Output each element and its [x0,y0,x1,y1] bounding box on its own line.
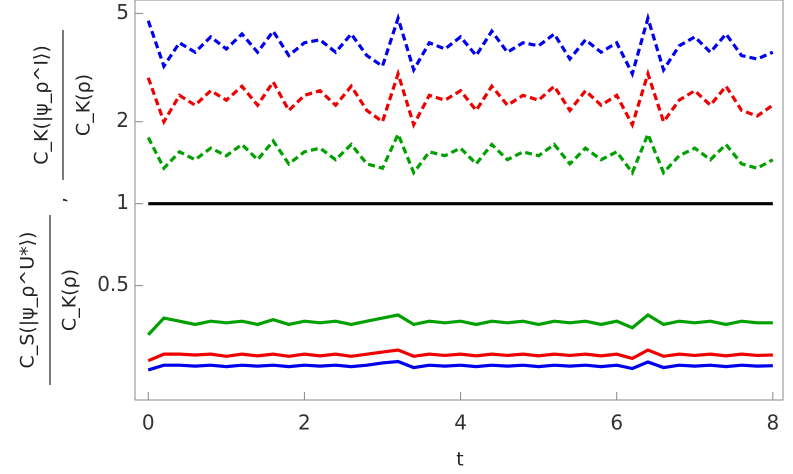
series-line [147,359,773,372]
x-tick-label: 2 [298,411,311,435]
x-axis-label: t [456,449,463,471]
x-tick-label: 0 [142,411,155,435]
y-tick-label: 1 [116,190,129,214]
y-label-denominator: C_K(ρ) [73,74,95,136]
y-tick-label: 5 [116,0,129,24]
series-line [146,129,774,176]
y-label-separator-group: , [49,197,71,203]
x-tick-label: 6 [610,411,623,435]
y-label-numerator: C_K(|ψ_ρ^I⟩) [31,45,53,164]
y-label-separator: , [49,197,71,203]
series-line [147,348,773,363]
x-tick-label: 4 [454,411,467,435]
y-tick-label: 2 [116,108,129,132]
y-label-denominator: C_K(ρ) [59,269,81,331]
y-label-left: C_S(|ψ_ρ^U*⟩) C_K(ρ) [17,215,81,385]
series-line [146,12,774,79]
y-label-numerator: C_S(|ψ_ρ^U*⟩) [17,232,39,369]
plot-frame [134,0,784,401]
series-line [146,68,774,129]
y-tick-label: 0.5 [97,272,129,296]
x-tick-label: 8 [766,411,779,435]
series-line [147,313,773,336]
y-label-right: C_K(|ψ_ρ^I⟩) C_K(ρ) [31,30,95,180]
